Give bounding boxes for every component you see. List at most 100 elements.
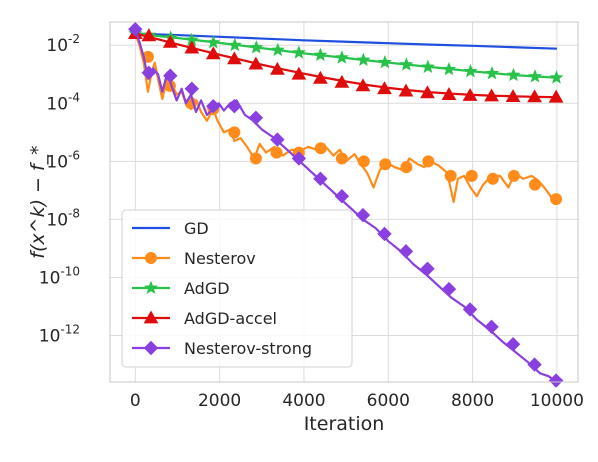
y-tick-label: 10-6 xyxy=(46,148,80,172)
data-point-nesterov xyxy=(314,142,327,155)
data-point-nesterov-strong xyxy=(184,81,200,96)
data-point-adgd-accel xyxy=(227,51,242,65)
data-point-nesterov xyxy=(228,126,241,139)
data-point-adgd xyxy=(399,57,414,71)
data-point-nesterov xyxy=(400,161,413,174)
legend-marker xyxy=(143,310,159,324)
data-point-nesterov-strong xyxy=(398,244,414,259)
series-nesterov-strong xyxy=(128,22,564,388)
data-point-nesterov xyxy=(379,158,392,171)
legend-marker xyxy=(143,280,159,294)
x-tick-label: 2000 xyxy=(198,391,241,411)
data-point-nesterov-strong xyxy=(377,226,392,242)
y-axis-label-text: f(x^k) − f_* xyxy=(27,145,49,258)
data-point-nesterov xyxy=(422,155,435,168)
data-point-adgd-accel xyxy=(398,83,414,97)
legend-marker xyxy=(143,340,159,356)
data-point-adgd xyxy=(291,45,306,59)
legend-item-gd: GD xyxy=(132,219,209,238)
data-point-nesterov-strong xyxy=(505,337,521,352)
data-point-adgd-accel xyxy=(505,89,521,102)
data-point-adgd-accel xyxy=(462,87,478,101)
data-point-nesterov-strong xyxy=(163,68,178,83)
legend-label: Nesterov-strong xyxy=(184,339,312,358)
data-point-adgd-accel xyxy=(548,89,564,103)
data-point-nesterov-strong xyxy=(334,188,350,204)
x-axis-label: Iteration xyxy=(304,413,385,435)
data-point-nesterov-strong xyxy=(270,132,285,147)
data-point-adgd-accel xyxy=(355,78,371,92)
series-line-gd xyxy=(135,32,557,50)
data-point-adgd-accel xyxy=(205,46,221,60)
data-point-nesterov-strong xyxy=(462,302,478,317)
data-point-adgd xyxy=(313,47,328,62)
data-point-nesterov xyxy=(486,172,499,185)
data-point-adgd-accel xyxy=(248,56,264,70)
data-point-nesterov xyxy=(465,169,478,182)
x-tick-label: 4000 xyxy=(282,391,325,411)
data-point-adgd xyxy=(227,37,242,52)
data-point-adgd xyxy=(463,63,478,78)
data-point-adgd-accel xyxy=(484,88,499,102)
data-point-adgd xyxy=(527,69,543,83)
y-tick-exponent: -10 xyxy=(60,264,80,278)
data-point-adgd xyxy=(334,50,349,64)
y-tick-label: 10-8 xyxy=(46,206,80,230)
legend-item-adgd-accel: AdGD-accel xyxy=(132,309,277,328)
series-adgd-accel xyxy=(127,26,564,103)
data-point-nesterov-strong xyxy=(441,281,457,297)
legend-label: AdGD xyxy=(184,279,230,298)
legend-item-nesterov-strong: Nesterov-strong xyxy=(132,339,312,358)
data-point-adgd-accel xyxy=(377,81,392,95)
series-adgd xyxy=(128,26,564,84)
data-point-adgd-accel xyxy=(313,70,328,84)
y-tick-exponent: -4 xyxy=(68,90,80,104)
data-point-adgd xyxy=(377,54,392,69)
data-point-adgd-accel xyxy=(184,40,200,54)
data-point-adgd-accel xyxy=(420,85,435,99)
y-tick-exponent: -2 xyxy=(68,32,80,46)
x-tick-labels: 0 2000 4000 6000 8000 10000 xyxy=(130,391,584,411)
legend-label: GD xyxy=(184,219,209,238)
x-tick-label: 8000 xyxy=(451,391,494,411)
y-tick-label: 10-4 xyxy=(46,90,80,114)
y-tick-label: 10-2 xyxy=(46,32,80,56)
data-point-nesterov-strong xyxy=(484,319,499,335)
data-point-adgd xyxy=(549,70,564,84)
data-point-nesterov-strong xyxy=(248,110,264,126)
y-tick-label: 10-10 xyxy=(39,264,80,288)
legend-marker xyxy=(145,252,157,264)
x-tick-label: 6000 xyxy=(367,391,410,411)
data-point-nesterov-strong xyxy=(527,357,542,372)
data-point-adgd xyxy=(356,52,371,67)
data-point-nesterov-strong xyxy=(313,171,328,186)
data-point-adgd xyxy=(441,61,456,76)
data-point-nesterov-strong xyxy=(291,151,307,166)
data-point-nesterov xyxy=(528,178,541,191)
data-point-adgd xyxy=(506,67,521,82)
y-tick-exponent: -6 xyxy=(68,148,80,162)
data-point-adgd-accel xyxy=(291,66,307,80)
series-layer xyxy=(127,22,564,388)
data-point-adgd xyxy=(206,35,221,49)
data-point-adgd-accel xyxy=(334,74,350,88)
data-point-nesterov xyxy=(270,146,283,159)
data-point-adgd xyxy=(484,66,500,80)
data-point-nesterov-strong xyxy=(206,98,221,114)
data-point-nesterov xyxy=(357,155,370,168)
data-point-adgd xyxy=(249,40,264,54)
data-point-adgd-accel xyxy=(441,87,457,100)
data-point-adgd-accel xyxy=(141,28,157,42)
legend-label: AdGD-accel xyxy=(184,309,277,328)
data-point-nesterov-strong xyxy=(141,65,156,81)
data-point-nesterov-strong xyxy=(355,207,371,223)
data-point-adgd-accel xyxy=(162,34,178,48)
data-point-nesterov xyxy=(550,193,563,206)
data-point-nesterov xyxy=(335,152,348,165)
data-point-nesterov-strong xyxy=(548,373,564,388)
data-point-nesterov xyxy=(444,169,457,182)
data-point-nesterov xyxy=(249,152,262,165)
legend-item-adgd: AdGD xyxy=(132,279,230,298)
data-point-nesterov-strong xyxy=(420,261,435,276)
data-point-adgd xyxy=(420,59,435,73)
